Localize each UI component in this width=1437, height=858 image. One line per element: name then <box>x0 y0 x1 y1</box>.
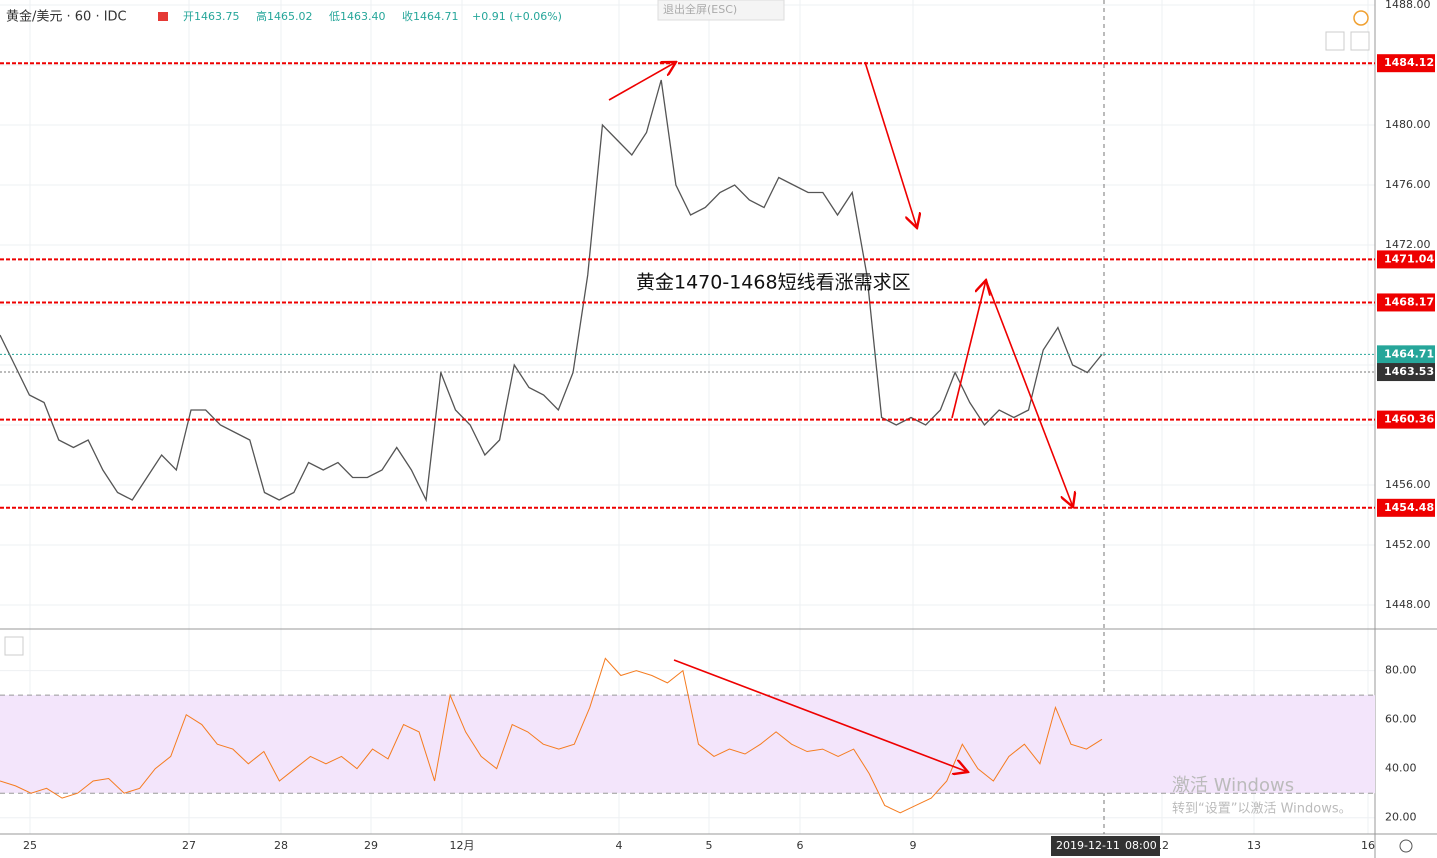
y-tick-label: 1452.00 <box>1385 538 1431 551</box>
close: 收1464.71 <box>402 9 459 23</box>
x-tick-label: 6 <box>797 839 804 852</box>
y-tick-label: 1480.00 <box>1385 118 1431 131</box>
high: 高1465.02 <box>256 9 313 23</box>
level-box <box>1377 410 1435 429</box>
flag-icon <box>158 12 168 21</box>
cursor-price-label: 1463.53 <box>1384 365 1434 378</box>
y-tick-label: 1448.00 <box>1385 598 1431 611</box>
x-tick-label: 4 <box>616 839 623 852</box>
level-label: 1460.36 <box>1384 413 1434 426</box>
x-tick-label: 5 <box>706 839 713 852</box>
level-label: 1454.48 <box>1384 501 1434 514</box>
x-tick-label: 25 <box>23 839 37 852</box>
x-tick-label: 9 <box>910 839 917 852</box>
rsi-band <box>0 695 1375 794</box>
y-tick-label: 80.00 <box>1385 664 1417 677</box>
y-tick-label: 40.00 <box>1385 762 1417 775</box>
expand-button[interactable] <box>4 636 24 656</box>
x-tick-label: 16 <box>1361 839 1375 852</box>
crosshair-time: 08:00 <box>1125 839 1157 852</box>
alert-icon[interactable] <box>1353 10 1369 26</box>
line <box>0 657 1103 814</box>
x-tick-label: 27 <box>182 839 196 852</box>
y-tick-label: 20.00 <box>1385 811 1417 824</box>
last-price-box <box>1377 345 1435 364</box>
cursor-price-box <box>1377 363 1435 382</box>
x-tick-label: 28 <box>274 839 288 852</box>
x-tick-label: 29 <box>364 839 378 852</box>
level-box <box>1377 293 1435 312</box>
reset-button[interactable] <box>1350 31 1370 51</box>
low: 低1463.40 <box>329 10 386 23</box>
y-tick-label: 1476.00 <box>1385 178 1431 191</box>
exit-fullscreen[interactable] <box>657 0 785 21</box>
level-label: 1468.17 <box>1384 295 1434 308</box>
line <box>0 79 1103 503</box>
y-tick-label: 60.00 <box>1385 713 1417 726</box>
level-box <box>1377 250 1435 269</box>
crosshair-time-box <box>1120 836 1160 856</box>
annotation: 黄金1470-1468短线看涨需求区 <box>636 272 911 294</box>
watermark: 激活 Windows <box>1172 775 1294 796</box>
y-tick-label: 1488.00 <box>1385 0 1431 11</box>
level-label: 1484.12 <box>1384 56 1434 69</box>
watermark: 转到“设置”以激活 Windows。 <box>1172 802 1352 817</box>
change: +0.91 (+0.06%) <box>472 10 562 23</box>
level-box <box>1377 54 1435 73</box>
y-tick-label: 1472.00 <box>1385 238 1431 251</box>
x-tick-label: 13 <box>1247 839 1261 852</box>
settings-icon[interactable] <box>1399 839 1413 853</box>
x-tick-label: 12月 <box>450 839 475 852</box>
arrows <box>608 62 1073 772</box>
exit-fullscreen-label[interactable]: 退出全屏(ESC) <box>663 2 737 16</box>
crosshair-date: 2019-12-11 <box>1056 839 1120 852</box>
scroll-button[interactable] <box>1325 31 1345 51</box>
x-tick-label: 12 <box>1155 839 1169 852</box>
y-tick-label: 1456.00 <box>1385 478 1431 491</box>
level-box <box>1377 498 1435 517</box>
crosshair-date-box <box>1051 836 1120 856</box>
level-label: 1471.04 <box>1384 252 1434 265</box>
last-price-label: 1464.71 <box>1384 347 1434 360</box>
open: 开1463.75 <box>183 10 240 23</box>
symbol: 黄金/美元 · 60 · IDC <box>6 9 127 25</box>
